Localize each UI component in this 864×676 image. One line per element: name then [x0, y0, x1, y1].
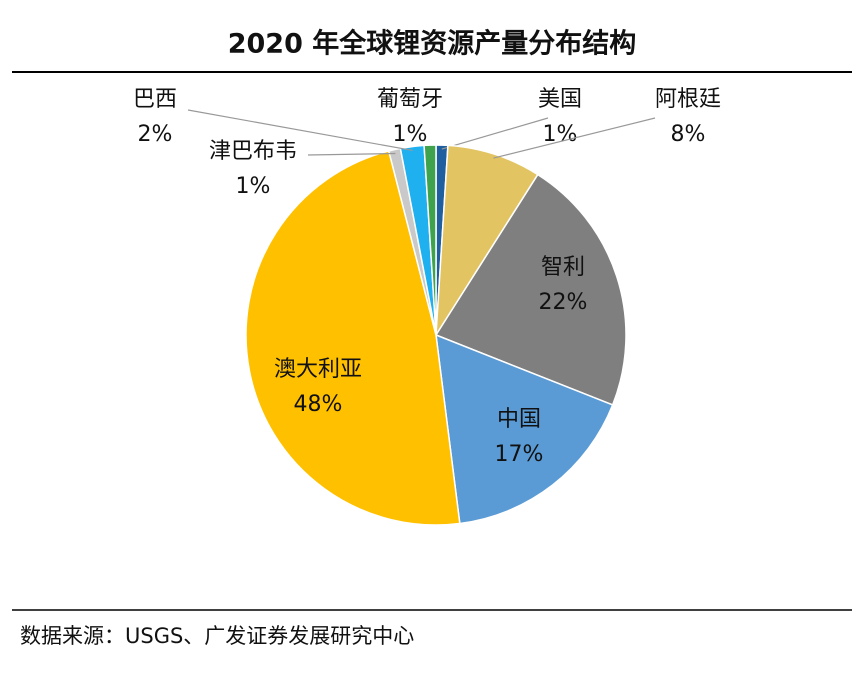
slice-name: 葡萄牙	[377, 87, 443, 112]
slice-value-label: 17%	[495, 442, 544, 467]
leader-line	[441, 117, 549, 150]
pie-slice	[423, 144, 437, 336]
pie-slice	[434, 173, 627, 406]
slice-value-label: 8%	[671, 122, 706, 147]
slice-name: 巴西	[133, 87, 177, 112]
pie-slice	[435, 144, 539, 336]
leader-line	[307, 152, 396, 156]
leader-line	[493, 117, 656, 159]
slice-value-label: 22%	[539, 290, 588, 315]
slice-value-label: 2%	[138, 122, 173, 147]
slice-name: 津巴布韦	[209, 139, 297, 164]
source: 数据来源：USGS、广发证券发展研究中心	[20, 624, 414, 648]
slice-name: 澳大利亚	[274, 357, 362, 382]
slice-name: 美国	[538, 87, 582, 112]
slice-name: 智利	[541, 255, 585, 280]
slice-value-label: 48%	[294, 392, 343, 417]
slice-value-label: 1%	[543, 122, 578, 147]
slice-name: 中国	[497, 407, 541, 432]
pie-slice	[245, 150, 461, 526]
pie-slice	[435, 333, 614, 525]
slice-name: 阿根廷	[655, 87, 721, 112]
slice-value-label: 1%	[393, 122, 428, 147]
leader-line	[187, 109, 413, 152]
chart-title: 2020 年全球锂资源产量分布结构	[228, 28, 637, 60]
slice-value-label: 1%	[236, 174, 271, 199]
